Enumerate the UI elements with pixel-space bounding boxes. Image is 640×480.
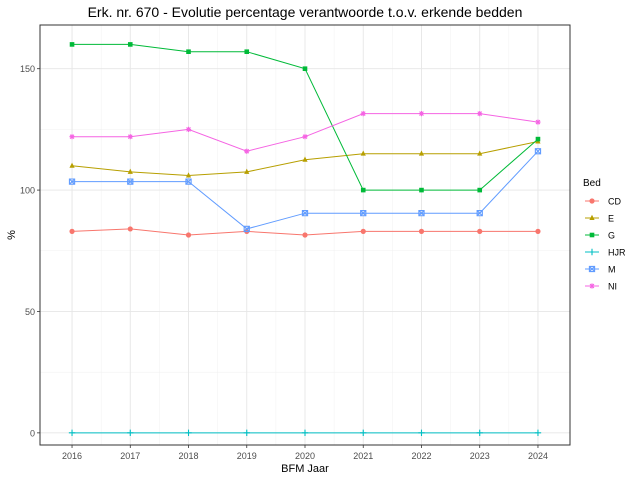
legend-item-hjr: HJR: [585, 248, 626, 258]
data-point-e: [244, 168, 250, 174]
series-layer: [68, 42, 542, 437]
legend-title: Bed: [583, 178, 601, 189]
data-point-e: [418, 150, 425, 156]
data-point-g: [360, 187, 366, 193]
data-point-m: [185, 178, 192, 185]
data-point-cd: [418, 228, 425, 234]
data-point-m: [476, 210, 483, 217]
data-point-e: [127, 168, 133, 174]
legend-key-marker: [589, 283, 595, 289]
data-point-cd: [360, 228, 366, 234]
legend-label: CD: [608, 197, 621, 207]
data-point-ni: [360, 111, 366, 117]
legend-item-cd: CD: [585, 197, 621, 207]
legend-key-marker: [588, 248, 596, 256]
series-cd: [69, 226, 541, 238]
data-point-ni: [244, 148, 250, 154]
data-point-hjr: [418, 429, 425, 437]
data-point-hjr: [68, 429, 76, 437]
data-point-g: [419, 187, 424, 193]
data-point-cd: [69, 228, 75, 234]
data-point-e: [69, 162, 75, 168]
data-point-cd: [477, 228, 483, 234]
data-point-g: [535, 136, 541, 142]
y-tick-label: 100: [20, 186, 35, 196]
data-point-hjr: [127, 429, 134, 437]
x-tick-label: 2016: [62, 451, 82, 461]
chart-title: Erk. nr. 670 - Evolutie percentage veran…: [87, 4, 523, 20]
x-tick-label: 2024: [528, 451, 548, 461]
legend: Bed CD EG HJR M NI: [583, 178, 626, 292]
data-point-hjr: [476, 429, 483, 437]
data-point-ni: [535, 119, 541, 125]
x-tick-label: 2021: [353, 451, 373, 461]
legend-label: G: [608, 231, 615, 241]
y-tick-label: 150: [20, 64, 35, 74]
legend-label: E: [608, 214, 614, 224]
series-e: [69, 138, 541, 178]
data-point-m: [243, 225, 250, 233]
legend-item-g: G: [585, 231, 615, 241]
legend-key-marker: [588, 265, 596, 273]
data-point-m: [68, 178, 76, 185]
data-point-g: [69, 42, 75, 47]
data-point-hjr: [243, 429, 250, 437]
data-point-m: [127, 178, 134, 185]
legend-item-e: E: [585, 214, 614, 224]
data-point-g: [127, 42, 133, 47]
series-hjr: [68, 429, 542, 437]
data-point-hjr: [185, 429, 192, 437]
y-tick-label: 50: [25, 307, 35, 317]
x-tick-label: 2020: [295, 451, 315, 461]
legend-key-marker: [589, 198, 595, 204]
series-ni: [69, 111, 541, 154]
data-point-hjr: [360, 429, 367, 437]
x-tick-label: 2017: [120, 451, 140, 461]
data-point-ni: [127, 134, 133, 140]
data-point-m: [301, 210, 309, 217]
legend-key-marker: [589, 214, 595, 220]
data-point-e: [302, 156, 308, 162]
y-tick-label: 0: [30, 428, 35, 438]
data-point-hjr: [301, 429, 309, 437]
data-point-ni: [302, 134, 308, 140]
data-point-cd: [185, 232, 192, 238]
data-point-hjr: [534, 429, 542, 437]
x-tick-label: 2022: [411, 451, 431, 461]
data-point-ni: [418, 111, 425, 117]
panel-border: [39, 24, 571, 446]
data-point-cd: [127, 226, 133, 232]
data-point-m: [418, 210, 425, 217]
data-point-g: [302, 66, 308, 71]
data-point-e: [185, 172, 192, 178]
legend-item-ni: NI: [585, 282, 617, 292]
x-axis-label: BFM Jaar: [281, 463, 329, 475]
data-point-g: [477, 187, 483, 193]
series-m: [68, 148, 542, 233]
data-point-cd: [302, 232, 308, 238]
y-axis-label: %: [6, 230, 18, 240]
data-point-g: [186, 49, 191, 55]
data-point-e: [360, 150, 366, 156]
axes: 0 50 100 150 2016 2017 2018 2019 2020 2021 2022 202…: [6, 24, 571, 475]
data-point-ni: [477, 111, 483, 117]
data-point-ni: [69, 134, 75, 140]
legend-key-marker: [589, 232, 595, 238]
x-tick-label: 2019: [237, 451, 257, 461]
x-tick-label: 2018: [179, 451, 199, 461]
data-point-m: [534, 148, 542, 155]
data-point-e: [477, 150, 483, 156]
legend-label: HJR: [608, 248, 626, 258]
legend-item-m: M: [585, 265, 616, 275]
series-g: [69, 42, 541, 193]
data-point-g: [244, 49, 250, 55]
data-point-cd: [535, 228, 541, 234]
data-point-m: [360, 210, 367, 217]
x-tick-label: 2023: [470, 451, 490, 461]
data-point-ni: [185, 126, 192, 132]
grid-lines: [40, 25, 570, 445]
legend-label: NI: [608, 282, 617, 292]
legend-label: M: [608, 265, 616, 275]
